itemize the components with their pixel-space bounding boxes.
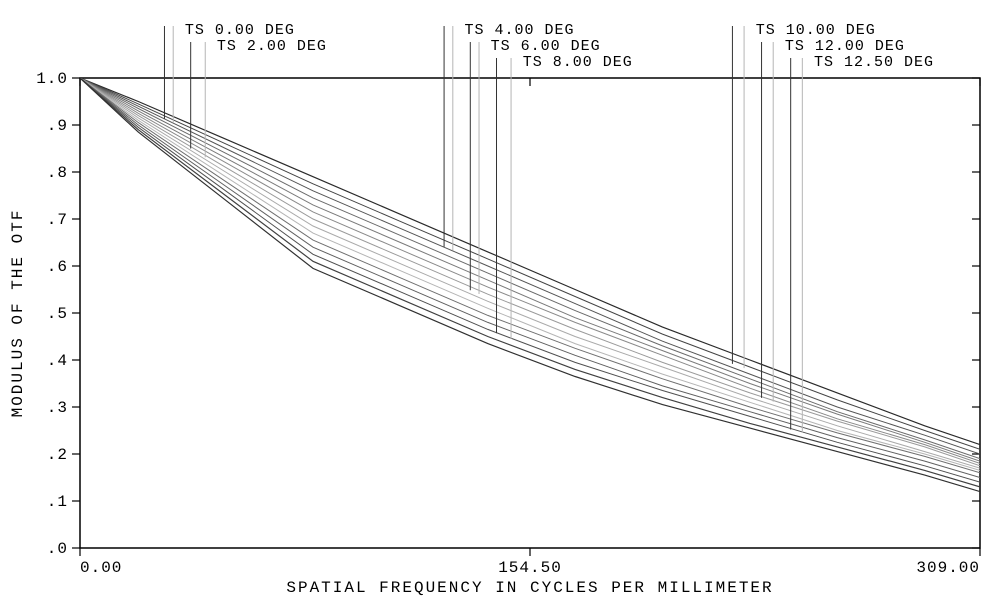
legend-label: TS 4.00 DEG: [464, 22, 574, 39]
y-tick-label: .4: [47, 352, 68, 370]
y-tick-label: .5: [47, 305, 68, 323]
y-tick-label: .8: [47, 164, 68, 182]
legend-label: TS 2.00 DEG: [217, 38, 327, 55]
mtf-chart: .0 .1 .2 .3 .4 .5 .6 .7 .8 .9 1.0 0.00 154.50 309.00 S…: [0, 0, 1000, 607]
x-axis-title: SPATIAL FREQUENCY IN CYCLES PER MILLIMET…: [286, 579, 773, 597]
legend-label: TS 0.00 DEG: [185, 22, 295, 39]
x-tick-label: 154.50: [498, 559, 562, 577]
legend-label: TS 6.00 DEG: [491, 38, 601, 55]
legend-label: TS 12.50 DEG: [814, 54, 934, 71]
series-top1: [80, 78, 980, 445]
series-top2: [80, 78, 980, 449]
y-tick-label: .9: [47, 117, 68, 135]
x-tick-label: 309.00: [916, 559, 980, 577]
series-low2: [80, 78, 980, 470]
legend-label: TS 8.00 DEG: [523, 54, 633, 71]
y-tick-label: 1.0: [36, 70, 68, 88]
series-low3: [80, 78, 980, 473]
legend-label: TS 12.00 DEG: [785, 38, 905, 55]
series-low4: [80, 78, 980, 478]
y-tick-label: .0: [47, 540, 68, 558]
x-tick-label: 0.00: [80, 559, 122, 577]
y-axis-title: MODULUS OF THE OTF: [9, 209, 27, 418]
legend-label: TS 10.00 DEG: [756, 22, 876, 39]
series-mid4: [80, 78, 980, 466]
series-bot3: [80, 78, 980, 492]
y-tick-label: .7: [47, 211, 68, 229]
y-tick-label: .3: [47, 399, 68, 417]
chart-svg: .0 .1 .2 .3 .4 .5 .6 .7 .8 .9 1.0 0.00 154.50 309.00 S…: [0, 0, 1000, 607]
plot-border: [80, 78, 980, 548]
y-tick-label: .6: [47, 258, 68, 276]
y-tick-label: .2: [47, 446, 68, 464]
y-tick-label: .1: [47, 493, 68, 511]
series-group: [80, 78, 980, 492]
